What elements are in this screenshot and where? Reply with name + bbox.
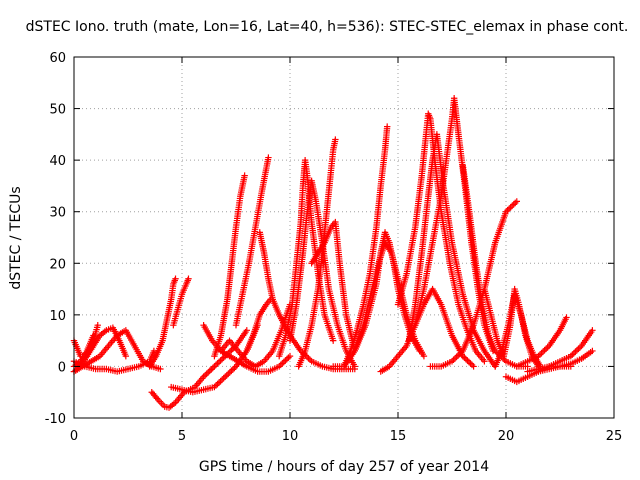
data-point (513, 198, 520, 205)
series-group (232, 154, 272, 329)
data-point (330, 337, 337, 344)
y-axis-title: dSTEC / TECUs (8, 186, 24, 289)
series-group (146, 275, 179, 370)
series-group (148, 327, 250, 411)
data-point (157, 365, 164, 373)
data-point (94, 321, 101, 329)
x-tick-label: 5 (178, 429, 186, 444)
data-point (90, 332, 97, 339)
x-tick-label: 20 (498, 429, 515, 444)
data-point (351, 363, 358, 370)
data-point (470, 363, 477, 370)
y-tick-label: 30 (49, 206, 66, 221)
x-axis-title: GPS time / hours of day 257 of year 2014 (199, 459, 489, 475)
data-point (172, 275, 179, 282)
series-group (427, 198, 520, 370)
data-point (589, 347, 596, 355)
data-point (243, 327, 250, 334)
y-tick-label: 10 (49, 309, 66, 324)
x-tick-label: 0 (70, 429, 78, 444)
series-group (405, 131, 499, 370)
axis-ticks: 0 5 10 15 20 25 -10 0 10 20 30 40 50 60 (45, 51, 623, 444)
series-group (513, 314, 570, 370)
series-group (286, 177, 358, 370)
plot-frame (73, 56, 615, 419)
data-point (420, 352, 428, 360)
data-point (150, 347, 158, 355)
y-tick-label: 50 (49, 103, 66, 118)
series-group (340, 123, 391, 370)
data-marks (70, 95, 596, 411)
data-point (286, 352, 294, 360)
series-group (377, 285, 477, 375)
y-tick-label: -10 (45, 412, 66, 427)
series-group (70, 324, 130, 375)
data-point (384, 123, 391, 130)
series-group (351, 239, 428, 360)
data-point (563, 314, 570, 321)
data-point (241, 172, 248, 179)
series-group (211, 172, 248, 360)
y-tick-label: 20 (49, 257, 66, 272)
y-tick-label: 0 (58, 360, 66, 375)
data-point (122, 352, 130, 360)
series-group (535, 347, 596, 375)
data-point (265, 154, 272, 161)
chart-title: dSTEC Iono. truth (mate, Lon=16, Lat=40,… (26, 19, 629, 35)
x-tick-label: 25 (606, 429, 623, 444)
data-point (332, 136, 339, 143)
series-group (170, 275, 192, 329)
data-point (185, 275, 192, 282)
y-tick-label: 40 (49, 154, 66, 169)
series-group (524, 327, 596, 375)
series-group (394, 110, 488, 365)
data-point (589, 327, 596, 334)
x-tick-label: 10 (282, 429, 299, 444)
data-point (481, 358, 488, 365)
y-tick-label: 60 (49, 51, 66, 66)
x-tick-label: 15 (390, 429, 407, 444)
